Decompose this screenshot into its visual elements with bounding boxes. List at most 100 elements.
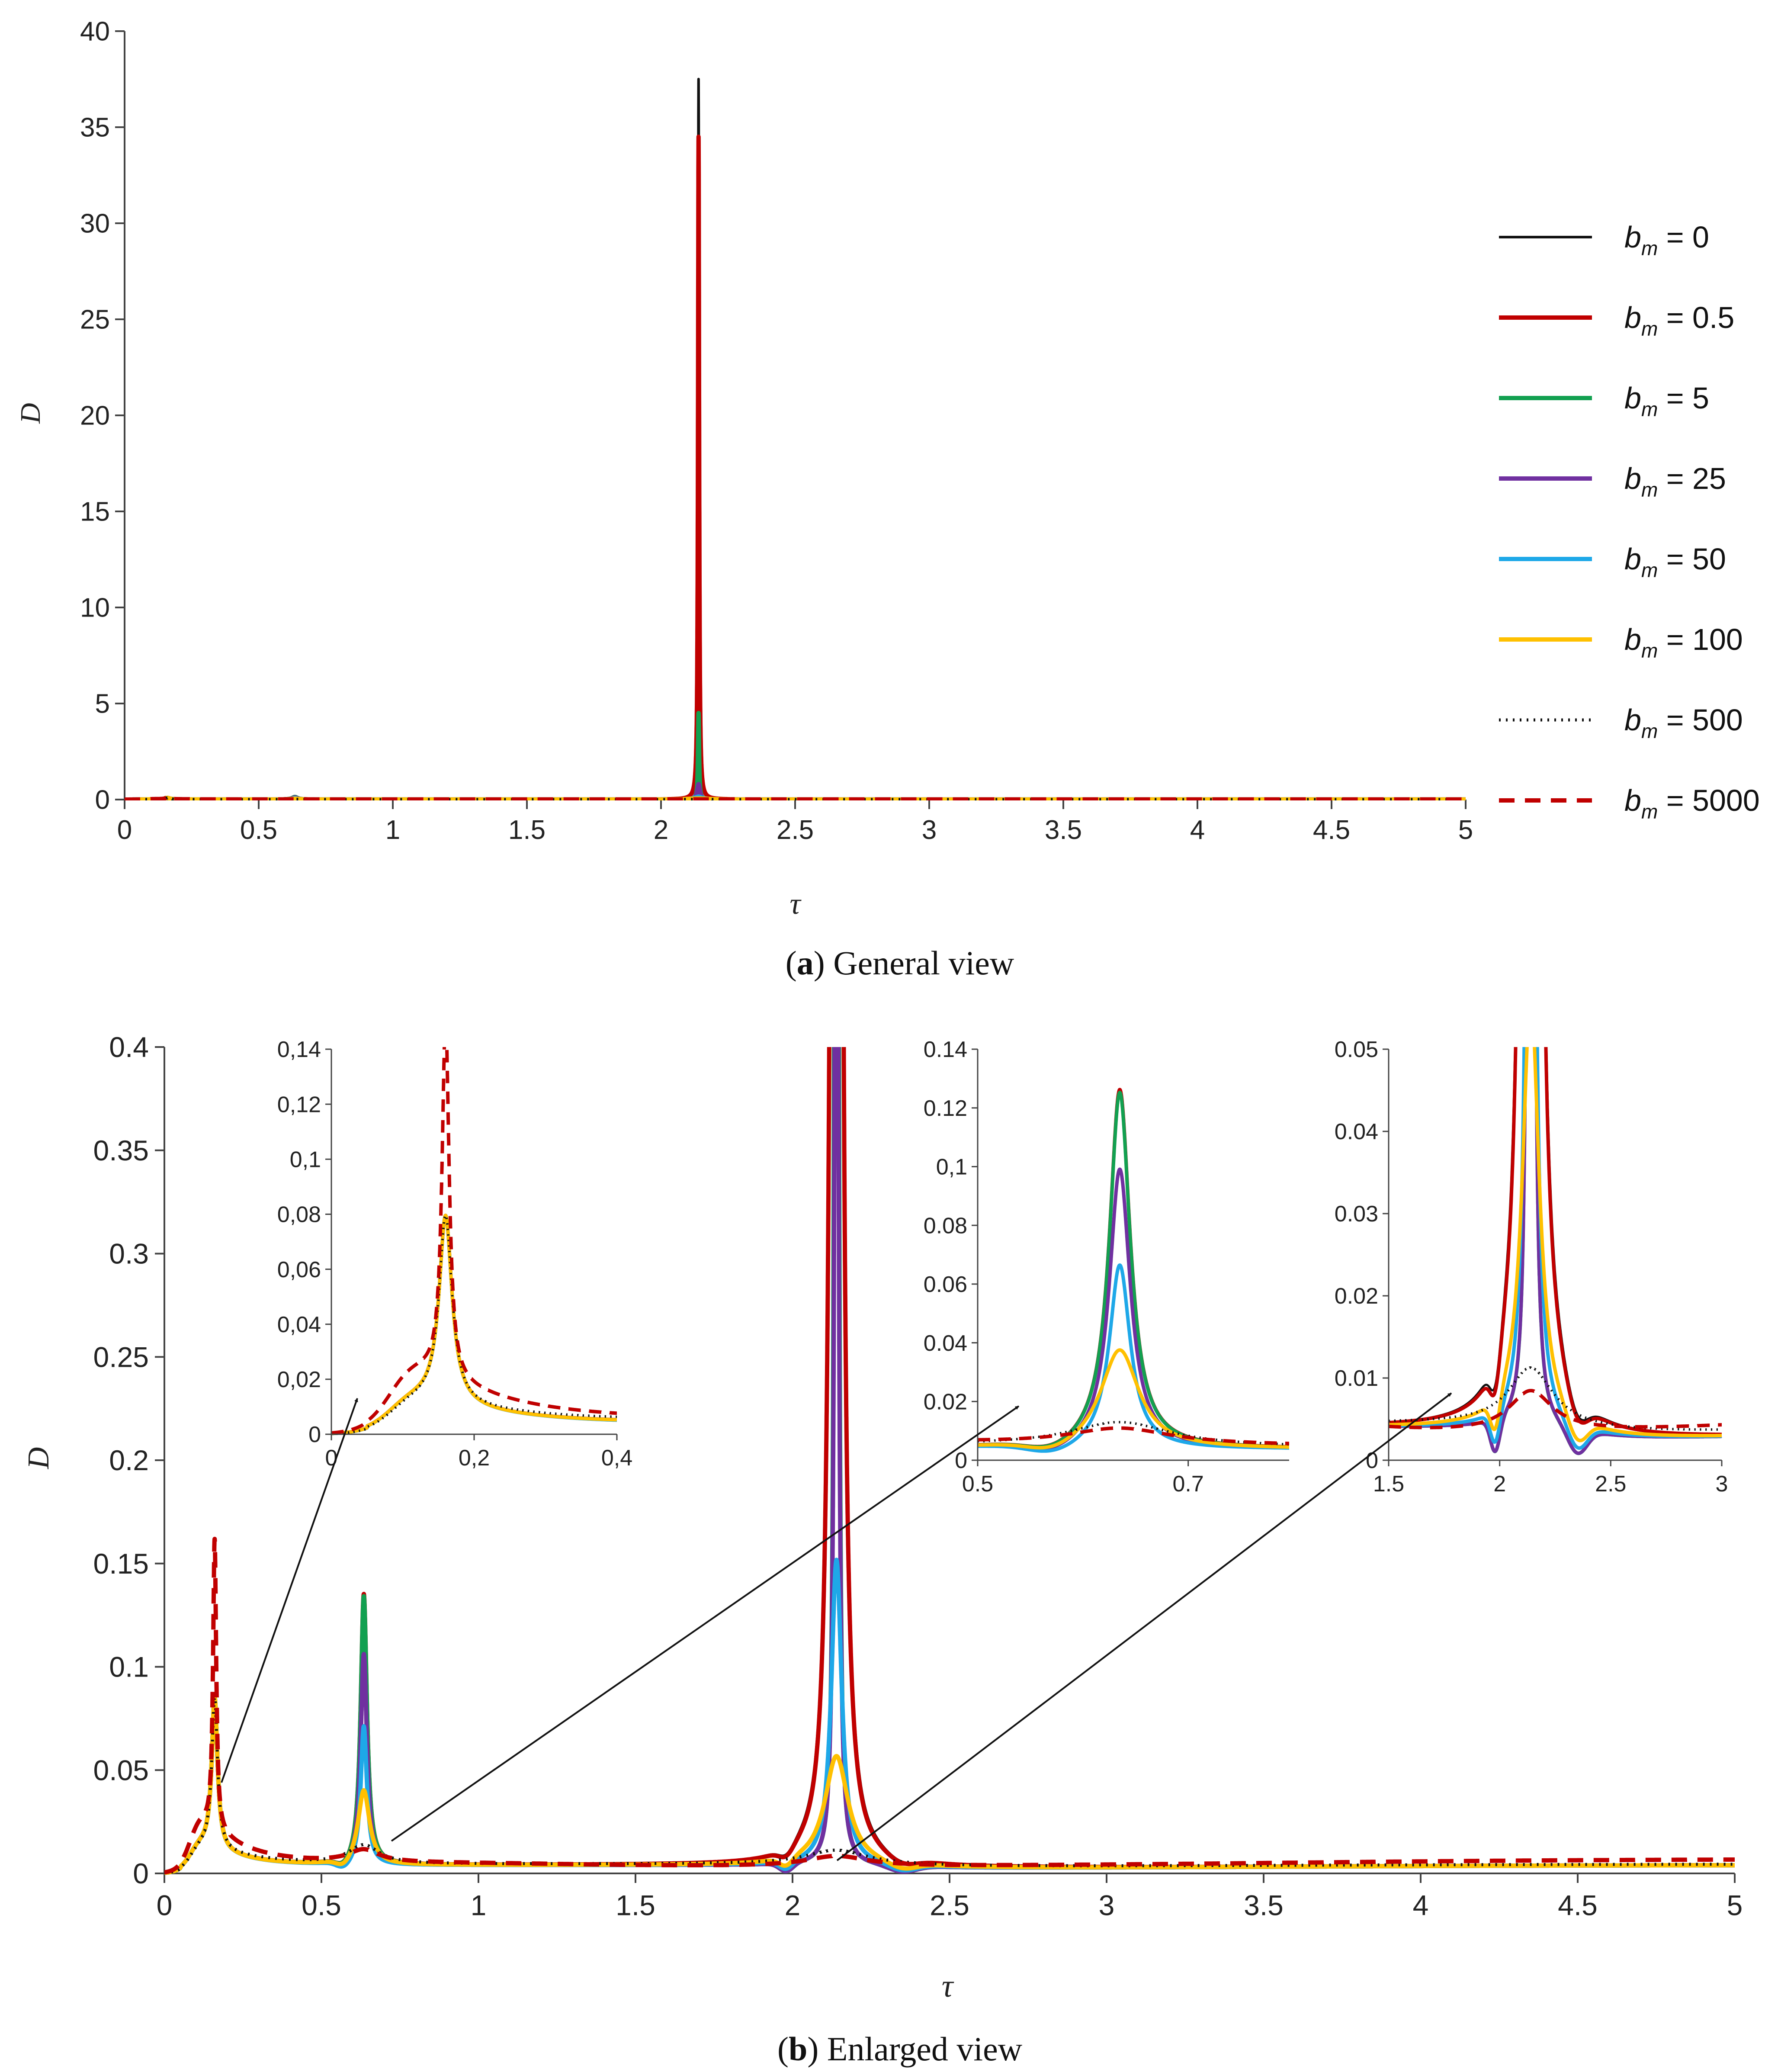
zoom-arrow-3 [836, 1392, 1452, 1861]
inset3-xtick-label: 2.5 [1595, 1471, 1626, 1497]
inset2-series [978, 1088, 1293, 1453]
legend-subscript: m [1641, 639, 1658, 662]
inset-1: 00,020,040,060,080,10,120,140 0,2 0,4 [232, 1037, 632, 1482]
inset3-xtick-label: 1.5 [1373, 1471, 1404, 1497]
panel-b-ytick-label: 0.1 [109, 1651, 149, 1683]
panel-a-xlabel: τ [789, 887, 802, 921]
inset3-axes [1383, 1048, 1723, 1466]
inset1-ytick-label: 0,12 [277, 1092, 321, 1117]
panel-a-xtick-label: 1.5 [508, 815, 546, 845]
panel-a-xtick-label: 2 [654, 815, 668, 845]
legend-subscript: m [1641, 237, 1658, 260]
panel-a-xtick-label: 2.5 [777, 815, 814, 845]
inset2-ytick-label: 0 [955, 1448, 967, 1473]
legend-equals: = 5 [1658, 381, 1709, 415]
legend-equals: = 5000 [1658, 784, 1760, 817]
panel-a-series-25 [125, 782, 1466, 800]
zoom-arrow-2 [391, 1405, 1020, 1842]
panel-b-ytick-label: 0 [133, 1857, 149, 1889]
legend-equals: = 100 [1658, 623, 1743, 656]
inset3-ytick-label: 0 [1366, 1448, 1378, 1473]
legend-equals: = 50 [1658, 542, 1726, 576]
legend-symbol: b [1624, 220, 1641, 254]
inset2-series-50 [978, 1263, 1293, 1453]
legend-symbol: b [1624, 301, 1641, 334]
inset1-ytick-label: 0,08 [277, 1202, 321, 1227]
inset1-ytick-label: 0,1 [290, 1147, 321, 1172]
panel-a-ticks: 0 5 10 15 20 25 30 35 40 0 0.5 1 1.5 2 2.5 3 3.5 4 4.5 5 [80, 17, 1473, 845]
inset2-ytick-label: 0.06 [924, 1272, 967, 1297]
panel-a-xtick-label: 4.5 [1313, 815, 1350, 845]
panel-b-ytick-label: 0.3 [109, 1238, 149, 1270]
inset3-xtick-label: 3 [1716, 1471, 1728, 1497]
panel-a-series [125, 77, 1466, 800]
panel-b-series-500 [164, 1696, 1735, 1875]
legend-label-50: bm = 50 [1624, 542, 1726, 581]
panel-b-xtick-label: 0.5 [302, 1889, 341, 1921]
panel-b-ticks: 00.050.10.150.20.250.30.350.40 0.5 1 1.5 2 2.… [93, 1031, 1743, 1921]
legend-label-0_5: bm = 0.5 [1624, 301, 1734, 340]
panel-a-xtick-label: 1 [385, 815, 400, 845]
panel-b-axes [155, 1046, 1736, 1883]
legend-label-5: bm = 5 [1624, 381, 1709, 421]
inset3-series-0_5 [1389, 1047, 1723, 1436]
panel-a-xtick-label: 3 [922, 815, 937, 845]
inset1-ytick-label: 0 [308, 1422, 321, 1447]
inset3-series-5000 [1389, 1389, 1723, 1430]
legend-label-100: bm = 100 [1624, 623, 1743, 662]
panel-b-xtick-label: 0 [157, 1889, 173, 1921]
inset-3: 0 0.01 0.02 0.03 0.04 0.05 1.5 2 2.5 3 [1289, 1037, 1730, 1508]
legend-subscript: m [1641, 318, 1658, 340]
inset1-series [331, 1047, 617, 1436]
panel-a-ytick-label: 35 [80, 113, 110, 143]
panel-b-xlabel: τ [942, 1969, 954, 2004]
inset2-ticks: 0 0.02 0.04 0.06 0.08 0,1 0.12 0.14 0.5 0.7 [924, 1037, 1204, 1497]
panel-b-ytick-label: 0.2 [109, 1444, 149, 1476]
inset2-ytick-label: 0.08 [924, 1213, 967, 1238]
panel-a-series-5 [125, 711, 1466, 800]
panel-b-xtick-label: 4 [1413, 1889, 1429, 1921]
panel-a-ytick-label: 5 [95, 689, 110, 719]
panel-b-xtick-label: 3 [1099, 1889, 1115, 1921]
legend-symbol: b [1624, 784, 1641, 817]
legend-symbol: b [1624, 462, 1641, 495]
inset3-ytick-label: 0.03 [1335, 1201, 1378, 1227]
panel-a-axes [115, 30, 1467, 809]
panel-a-xtick-label: 4 [1190, 815, 1205, 845]
legend-label-5000: bm = 5000 [1624, 784, 1760, 823]
panel-a-ytick-label: 30 [80, 209, 110, 239]
panel-b-ytick-label: 0.15 [93, 1548, 149, 1580]
panel-b-xtick-label: 2 [785, 1889, 801, 1921]
panel-a-xtick-label: 0 [117, 815, 132, 845]
inset2-series-100 [978, 1348, 1293, 1450]
panel-b-ytick-label: 0.25 [93, 1341, 149, 1373]
panel-b-ylabel: D [22, 1447, 55, 1470]
inset2-ytick-label: 0.04 [924, 1331, 967, 1356]
panel-b-xtick-label: 5 [1727, 1889, 1743, 1921]
legend-label-25: bm = 25 [1624, 462, 1726, 501]
inset1-axes [325, 1048, 618, 1440]
inset1-series-5000 [331, 1047, 617, 1435]
inset3-ytick-label: 0.05 [1335, 1037, 1378, 1062]
inset1-xtick-label: 0,2 [459, 1446, 490, 1471]
inset2-ytick-label: 0.14 [924, 1037, 967, 1062]
panel-b-ytick-label: 0.35 [93, 1134, 149, 1166]
inset3-ticks: 0 0.01 0.02 0.03 0.04 0.05 1.5 2 2.5 3 [1335, 1037, 1728, 1497]
panel-a-xtick-label: 5 [1458, 815, 1473, 845]
legend-subscript: m [1641, 800, 1658, 823]
legend-equals: = 500 [1658, 703, 1743, 737]
panel-a-ytick-label: 40 [80, 17, 110, 47]
panel-b-series-5000 [164, 1536, 1735, 1875]
legend-symbol: b [1624, 542, 1641, 576]
legend-subscript: m [1641, 398, 1658, 421]
legend-equals: = 0 [1658, 220, 1709, 254]
panel-a-ytick-label: 20 [80, 401, 110, 431]
panel-a-ytick-label: 10 [80, 593, 110, 623]
inset1-ytick-label: 0,06 [277, 1257, 321, 1282]
legend-equals: = 0.5 [1658, 301, 1734, 334]
inset2-ytick-label: 0.12 [924, 1096, 967, 1121]
panel-a-ylabel: D [15, 403, 46, 424]
